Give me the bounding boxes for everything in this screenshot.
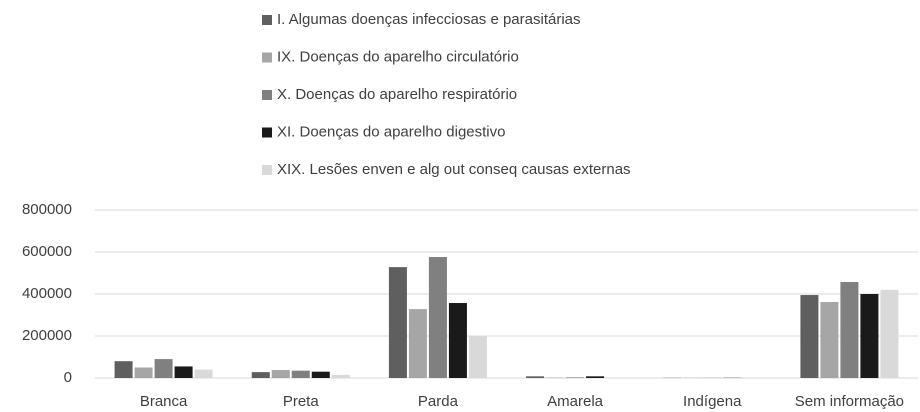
legend-swatch: [262, 90, 272, 100]
bar: [448, 303, 467, 378]
bar: [291, 370, 310, 378]
bar: [271, 370, 290, 378]
y-tick-label: 200000: [22, 327, 72, 344]
bar: [174, 366, 193, 378]
legend-swatch: [262, 165, 272, 175]
bar: [114, 361, 133, 378]
bar: [408, 309, 427, 378]
legend-swatch: [262, 52, 272, 63]
bar: [586, 376, 605, 378]
legend-label: IX. Doenças do aparelho circulatório: [277, 48, 519, 65]
bar: [840, 282, 859, 378]
y-tick-label: 400000: [22, 285, 72, 302]
y-tick-label: 600000: [22, 243, 72, 260]
x-tick-label: Preta: [283, 393, 320, 410]
x-tick-label: Branca: [140, 393, 188, 410]
bar: [194, 369, 213, 378]
y-tick-label: 800000: [22, 201, 72, 218]
x-tick-label: Indígena: [683, 393, 742, 410]
legend-label: XI. Doenças do aparelho digestivo: [277, 123, 505, 140]
bar: [311, 371, 330, 378]
bar: [800, 295, 819, 378]
y-tick-label: 0: [64, 369, 72, 386]
legend-label: X. Doenças do aparelho respiratório: [277, 86, 517, 103]
bar: [428, 257, 447, 378]
legend-label: XIX. Lesões enven e alg out conseq causa…: [277, 161, 631, 178]
x-tick-label: Sem informação: [795, 393, 904, 410]
bar: [860, 294, 879, 378]
bar: [820, 301, 839, 378]
bar: [251, 372, 270, 378]
legend-label: I. Algumas doenças infecciosas e parasit…: [277, 11, 581, 28]
bar: [566, 377, 585, 378]
bar: [134, 367, 153, 378]
bar: [388, 267, 407, 378]
bar: [468, 336, 487, 378]
legend-swatch: [262, 127, 272, 138]
bar: [331, 374, 350, 378]
x-tick-label: Parda: [418, 393, 459, 410]
bar: [880, 289, 899, 378]
bar: [526, 376, 545, 378]
x-tick-label: Amarela: [547, 393, 604, 410]
bar: [154, 359, 173, 378]
legend-swatch: [262, 15, 272, 25]
